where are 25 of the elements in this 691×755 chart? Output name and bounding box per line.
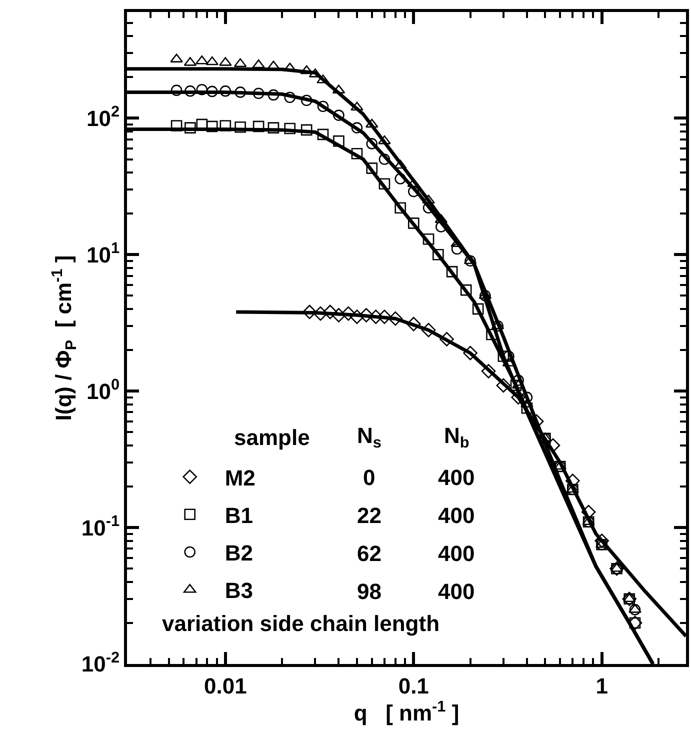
- annotation: N$_{b}$: [444, 423, 470, 452]
- annotation: 22: [357, 503, 382, 528]
- y-tick-label: 10$^{2}$: [86, 104, 120, 131]
- x-tick-label: 0.1: [398, 673, 429, 698]
- annotation: 400: [438, 579, 475, 604]
- x-tick-label: 0.01: [204, 673, 247, 698]
- annotation: 62: [357, 541, 382, 566]
- annotation: 400: [438, 541, 475, 566]
- annotation: 98: [357, 579, 382, 604]
- annotation: sample: [234, 425, 310, 450]
- y-tick-label: 10$^{0}$: [86, 376, 120, 404]
- x-tick-label: 1: [596, 673, 608, 698]
- legend-label: B3: [224, 578, 253, 604]
- annotation: 400: [438, 465, 475, 490]
- annotation: N$_{s}$: [357, 423, 382, 452]
- annotation: 0: [363, 465, 376, 490]
- y-tick-label: 10$^{-2}$: [81, 649, 120, 677]
- y-tick-label: 10$^{-1}$: [81, 513, 120, 540]
- legend-label: B1: [224, 502, 253, 528]
- legend-label: M2: [224, 465, 256, 490]
- x-axis-title: q [ nm$^{-1}$ ]: [354, 698, 460, 726]
- legend-label: B2: [224, 540, 253, 566]
- annotation: 400: [438, 503, 475, 528]
- y-tick-label: 10$^{1}$: [86, 240, 120, 268]
- annotation: variation side chain length: [162, 611, 440, 636]
